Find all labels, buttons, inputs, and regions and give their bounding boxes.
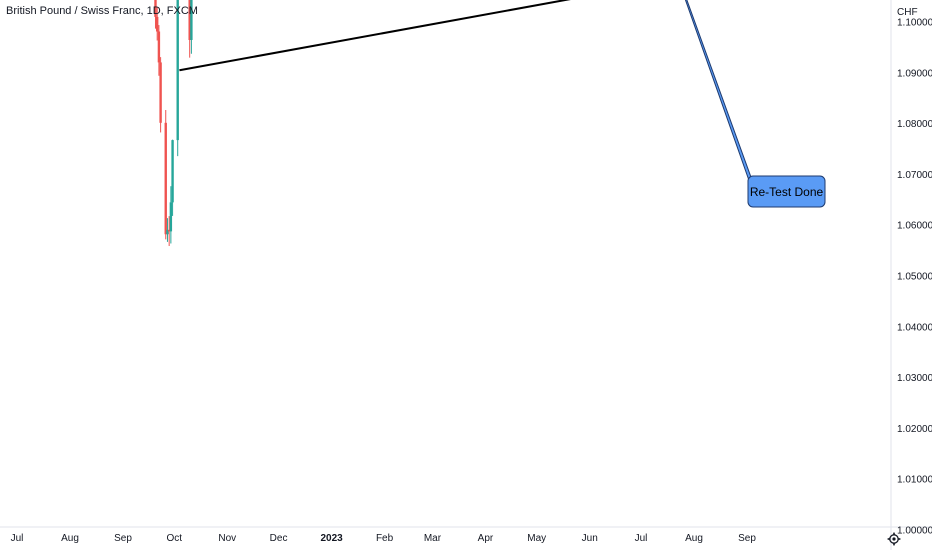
overlays-group: 1st Target1.157541.1397615:12:47Re-Test … xyxy=(684,0,826,208)
candle-body xyxy=(157,31,161,63)
time-tick: Mar xyxy=(424,533,442,544)
retest-callout[interactable] xyxy=(747,175,826,208)
time-tick: Aug xyxy=(685,533,703,544)
candle-body xyxy=(155,16,159,32)
time-tick: Jul xyxy=(635,533,648,544)
time-tick: Jul xyxy=(11,533,24,544)
candle-body xyxy=(176,0,179,141)
time-tick: Jun xyxy=(582,533,598,544)
time-tick: May xyxy=(527,533,546,544)
retest-label: Re-Test Done xyxy=(750,185,824,199)
candle-body xyxy=(190,0,193,40)
price-tick: 1.09000 xyxy=(897,68,932,79)
price-tick: 1.02000 xyxy=(897,424,932,435)
price-tick: 1.08000 xyxy=(897,119,932,130)
trendlines-group xyxy=(179,0,634,72)
candle-body xyxy=(167,229,171,232)
price-tick: 1.04000 xyxy=(897,322,932,333)
time-tick: Dec xyxy=(270,533,288,544)
time-tick: Nov xyxy=(218,533,236,544)
candle-body xyxy=(164,122,167,235)
lower-triangle-line[interactable] xyxy=(179,0,634,72)
currency-label: CHF xyxy=(897,7,918,18)
candle-body xyxy=(166,229,169,235)
time-axis[interactable]: Jul Aug Sep Oct Nov Dec 2023 Feb Mar Apr May Jun Jul… xyxy=(11,533,757,544)
price-tick: 1.07000 xyxy=(897,170,932,181)
time-tick: Apr xyxy=(478,533,494,544)
candle-body xyxy=(169,202,173,232)
time-tick: Feb xyxy=(376,533,394,544)
price-tick: 1.10000 xyxy=(897,18,932,29)
gear-icon[interactable] xyxy=(887,532,901,546)
candle-body xyxy=(171,140,174,203)
candle-body xyxy=(188,0,191,40)
price-tick: 1.05000 xyxy=(897,272,932,283)
time-tick: Aug xyxy=(61,533,79,544)
price-tick: 1.01000 xyxy=(897,475,932,486)
price-tick: 1.06000 xyxy=(897,221,932,232)
candles-group xyxy=(154,0,193,247)
time-tick: Sep xyxy=(114,533,132,544)
time-tick: 2023 xyxy=(320,533,343,544)
price-tick: 1.00000 xyxy=(897,526,932,537)
price-tick: 1.03000 xyxy=(897,373,932,384)
time-tick: Oct xyxy=(167,533,183,544)
candle-body xyxy=(159,62,162,123)
price-axis[interactable]: CHF1.190001.180001.170001.160001.150001.… xyxy=(897,0,932,537)
candle-body xyxy=(154,0,157,17)
chart-title: British Pound / Swiss Franc, 1D, FXCM xyxy=(6,5,198,17)
time-tick: Sep xyxy=(738,533,756,544)
